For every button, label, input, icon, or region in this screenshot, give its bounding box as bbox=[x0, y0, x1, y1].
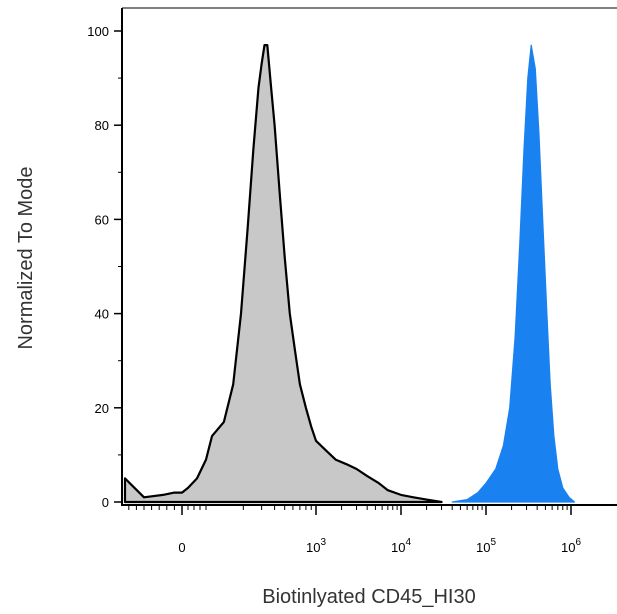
x-tick-label: 103 bbox=[306, 537, 326, 555]
y-axis-title: Normalized To Mode bbox=[15, 166, 37, 349]
y-tick-label: 80 bbox=[95, 118, 109, 133]
histogram-series-2 bbox=[451, 44, 576, 503]
plot-area bbox=[123, 44, 576, 504]
y-tick-label: 20 bbox=[95, 401, 109, 416]
x-tick-label: 0 bbox=[178, 540, 185, 555]
x-tick-label: 105 bbox=[476, 537, 496, 555]
y-tick-label: 100 bbox=[87, 24, 109, 39]
x-tick-label: 104 bbox=[391, 537, 411, 555]
histogram-series-1 bbox=[123, 44, 443, 504]
axes: 0 20 40 60 80 100 0 103 104 105 106 bbox=[87, 7, 617, 555]
x-axis-title: Biotinlyated CD45_HI30 bbox=[262, 586, 475, 608]
y-tick-label: 60 bbox=[95, 212, 109, 227]
y-tick-label: 0 bbox=[102, 495, 109, 510]
x-tick-label: 106 bbox=[561, 537, 581, 555]
y-tick-label: 40 bbox=[95, 307, 109, 322]
